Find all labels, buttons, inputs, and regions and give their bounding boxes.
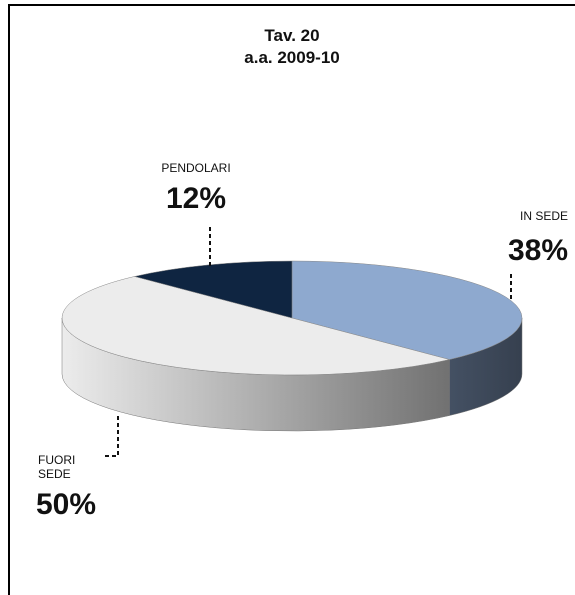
- leader-lines: [104, 224, 512, 457]
- value-label: 50%: [36, 488, 97, 521]
- slice-label: FUORI SEDE: [38, 453, 76, 481]
- chart-subtitle: a.a. 2009-10: [244, 48, 340, 67]
- leader-line: [104, 416, 119, 457]
- slice: [291, 260, 523, 360]
- slice-label: PENDOLARI: [161, 161, 231, 175]
- value-label: 38%: [507, 234, 568, 267]
- chart-frame: [8, 4, 575, 595]
- slice: [62, 276, 450, 376]
- slice-label: IN SEDE: [519, 209, 568, 223]
- slice: [134, 260, 293, 319]
- value-label: 12%: [165, 182, 227, 215]
- chart-title: Tav. 20: [264, 26, 320, 45]
